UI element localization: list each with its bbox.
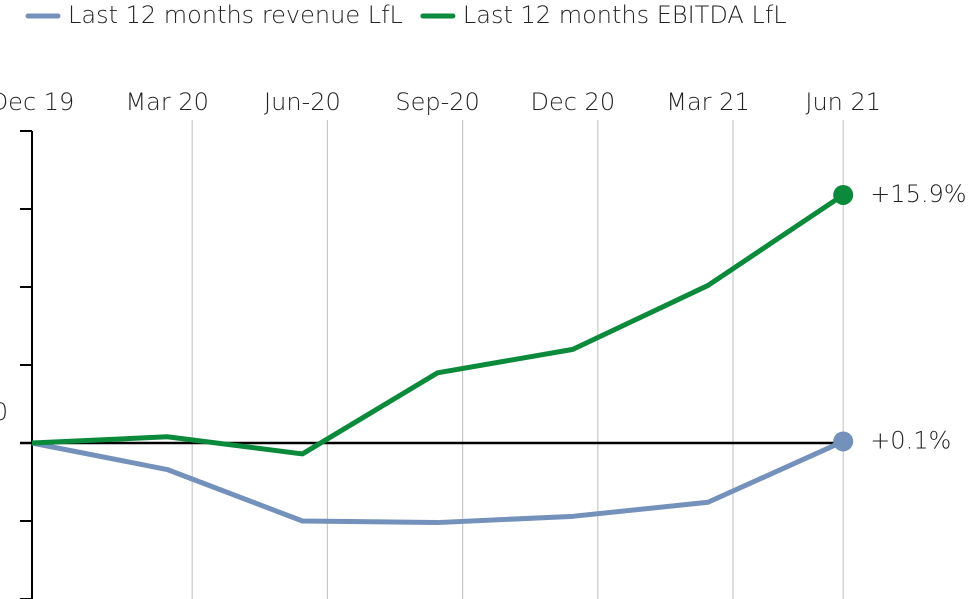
end-marker [833,184,854,205]
x-tick-label: Jun 21 [805,88,881,116]
legend-label: Last 12 months revenue LfL [68,1,403,29]
value-label: +15.9% [870,180,966,208]
y-tick-label: 0 [0,398,8,426]
x-tick-label: Mar 20 [125,88,208,116]
x-tick-label: Jun-20 [264,88,341,116]
legend-label: Last 12 months EBITDA LfL [463,1,787,29]
x-tick-label: Dec 20 [530,88,615,116]
x-tick-label: Sep-20 [395,88,479,116]
value-label: +0.1% [870,426,951,454]
end-marker [833,431,854,452]
x-tick-label: Mar 21 [666,88,749,116]
series-line [31,439,845,526]
series-line [31,192,845,457]
x-tick-label: Dec 19 [0,88,74,116]
